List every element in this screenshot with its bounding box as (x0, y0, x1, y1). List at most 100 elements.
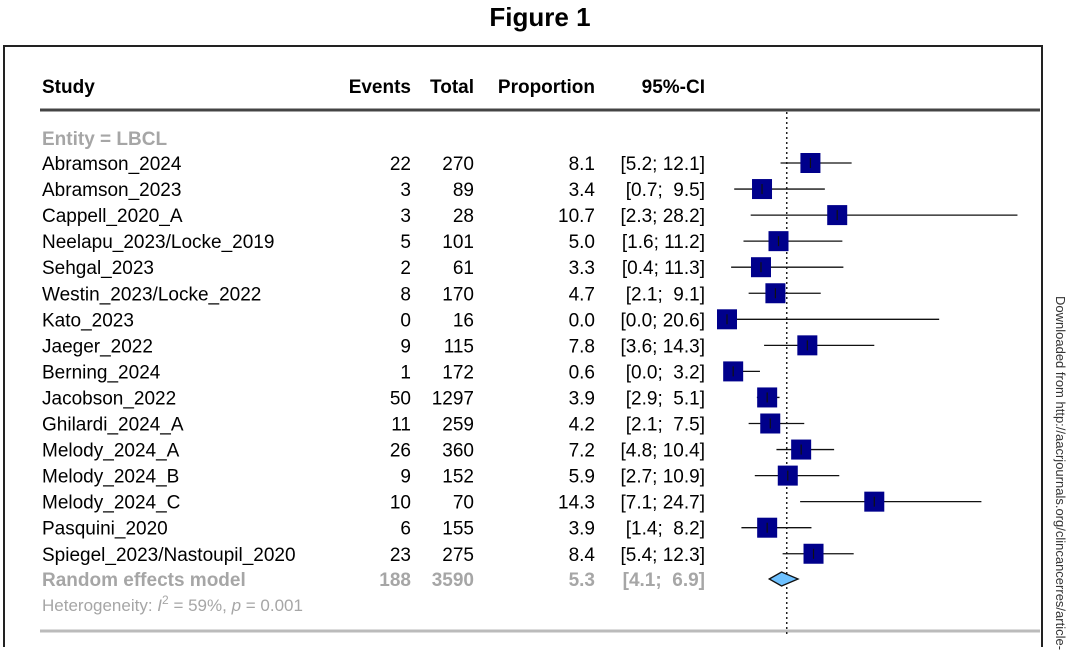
heterogeneity-part: 2 (162, 593, 169, 607)
study-proportion: 5.0 (569, 232, 595, 253)
study-proportion: 5.9 (569, 467, 595, 488)
study-proportion: 3.9 (569, 519, 595, 540)
study-proportion: 7.8 (569, 336, 595, 357)
study-name: Cappell_2020_A (42, 206, 183, 227)
study-total: 115 (444, 336, 474, 357)
study-total: 172 (442, 362, 474, 383)
study-events: 9 (400, 336, 411, 357)
study-name: Melody_2024_A (42, 441, 180, 462)
study-events: 9 (400, 467, 411, 488)
study-events: 3 (400, 206, 411, 227)
column-header: Total (430, 77, 474, 98)
pooled-ci: [4.1; 6.9] (623, 570, 705, 591)
study-ci: [1.6; 11.2] (622, 232, 705, 253)
study-events: 2 (400, 258, 411, 279)
study-total: 101 (442, 232, 474, 253)
study-name: Melody_2024_B (42, 467, 179, 488)
study-ci: [7.1; 24.7] (620, 493, 705, 514)
column-header: 95%-CI (642, 77, 705, 98)
study-ci: [0.0; 3.2] (626, 362, 705, 383)
pooled-events: 188 (379, 570, 411, 591)
forest-plot: Study Events Total Proportion 95%-CI Entity =… (40, 77, 1040, 636)
study-name: Sehgal_2023 (42, 258, 154, 279)
study-ci: [2.3; 28.2] (620, 206, 705, 227)
pooled-diamond (767, 571, 800, 587)
study-events: 1 (400, 362, 411, 383)
study-name: Abramson_2023 (42, 180, 181, 201)
study-events: 3 (400, 180, 411, 201)
study-total: 1297 (432, 388, 474, 409)
study-name: Jaeger_2022 (42, 336, 153, 357)
figure-title: Figure 1 (489, 2, 591, 32)
study-events: 26 (390, 441, 411, 462)
study-ci: [2.1; 9.1] (626, 284, 705, 305)
study-events: 10 (390, 493, 411, 514)
study-total: 155 (442, 519, 474, 540)
study-total: 170 (442, 284, 474, 305)
study-events: 22 (390, 154, 411, 175)
study-total: 360 (442, 441, 474, 462)
heterogeneity-part: p (231, 596, 241, 615)
study-proportion: 10.7 (558, 206, 595, 227)
study-total: 259 (442, 415, 474, 436)
study-total: 70 (453, 493, 474, 514)
study-ci: [0.0; 20.6] (620, 310, 705, 331)
heterogeneity-part: I (157, 596, 162, 615)
study-ci: [1.4; 8.2] (626, 519, 705, 540)
study-proportion: 14.3 (558, 493, 595, 514)
column-header: Proportion (498, 77, 595, 98)
study-proportion: 4.7 (569, 284, 595, 305)
study-proportion: 0.0 (569, 310, 595, 331)
study-proportion: 0.6 (569, 362, 595, 383)
study-proportion: 7.2 (569, 441, 595, 462)
study-ci: [0.4; 11.3] (622, 258, 705, 279)
study-total: 28 (453, 206, 474, 227)
study-name: Ghilardi_2024_A (42, 415, 184, 436)
study-name: Pasquini_2020 (42, 519, 168, 540)
study-events: 50 (390, 388, 411, 409)
study-name: Abramson_2024 (42, 154, 182, 175)
study-total: 89 (453, 180, 474, 201)
study-total: 61 (453, 258, 474, 279)
pooled-proportion: 5.3 (569, 570, 595, 591)
study-ci: [4.8; 10.4] (620, 441, 705, 462)
study-events: 11 (391, 415, 411, 436)
study-proportion: 8.1 (569, 154, 595, 175)
study-proportion: 3.4 (569, 180, 596, 201)
study-name: Berning_2024 (42, 362, 161, 383)
study-ci: [2.9; 5.1] (626, 388, 705, 409)
study-total: 270 (442, 154, 474, 175)
study-ci: [5.4; 12.3] (620, 545, 705, 566)
study-events: 0 (400, 310, 411, 331)
study-proportion: 3.3 (569, 258, 595, 279)
study-name: Kato_2023 (42, 310, 134, 331)
study-total: 275 (442, 545, 474, 566)
study-total: 16 (453, 310, 474, 331)
column-header: Events (349, 77, 411, 98)
study-events: 5 (400, 232, 411, 253)
study-name: Jacobson_2022 (42, 388, 176, 409)
study-total: 152 (442, 467, 474, 488)
study-name: Spiegel_2023/Nastoupil_2020 (42, 545, 296, 566)
heterogeneity-part: = 59%, (169, 596, 232, 615)
heterogeneity-part: Heterogeneity: (42, 596, 157, 615)
study-proportion: 8.4 (569, 545, 596, 566)
column-header: Study (42, 77, 95, 98)
study-ci: [2.1; 7.5] (626, 415, 705, 436)
study-proportion: 3.9 (569, 388, 595, 409)
heterogeneity-part: = 0.001 (241, 596, 303, 615)
study-name: Melody_2024_C (42, 493, 180, 514)
study-events: 23 (390, 545, 411, 566)
study-name: Neelapu_2023/Locke_2019 (42, 232, 274, 253)
study-events: 6 (400, 519, 411, 540)
study-ci: [2.7; 10.9] (620, 467, 705, 488)
subgroup-label: Entity = LBCL (42, 129, 167, 150)
figure-frame (3, 45, 1043, 647)
study-name: Westin_2023/Locke_2022 (42, 284, 261, 305)
study-ci: [5.2; 12.1] (620, 154, 705, 175)
heterogeneity-text: Heterogeneity: I2 = 59%, p = 0.001 (42, 593, 303, 615)
study-events: 8 (400, 284, 411, 305)
study-ci: [3.6; 14.3] (620, 336, 705, 357)
study-ci: [0.7; 9.5] (626, 180, 705, 201)
pooled-label: Random effects model (42, 570, 246, 591)
